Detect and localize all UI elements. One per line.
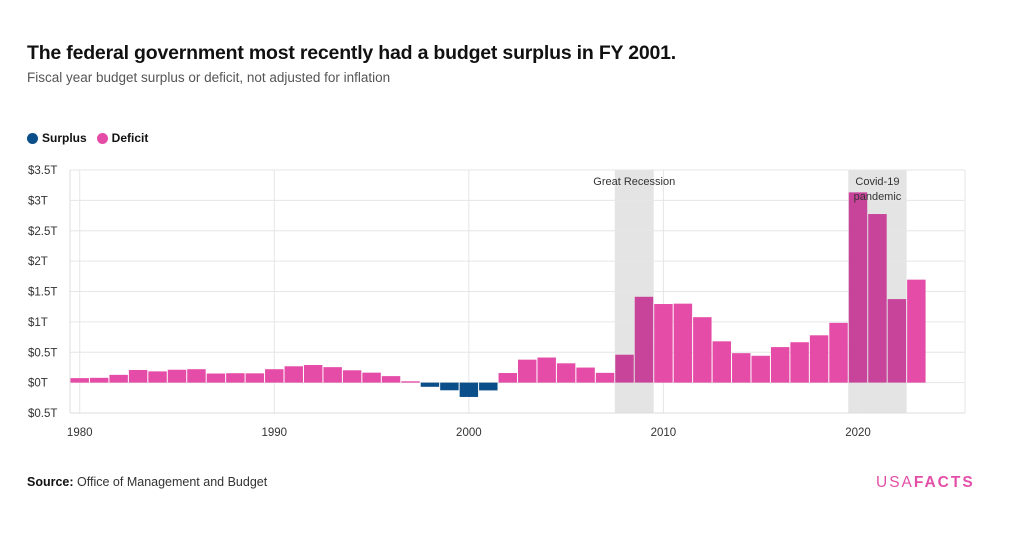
x-tick-label: 1990 xyxy=(261,427,287,439)
source-note: Source: Office of Management and Budget xyxy=(27,475,267,489)
deficit-bar-1991 xyxy=(284,366,303,383)
y-tick-label: $2.5T xyxy=(28,226,57,238)
annotation-great-recession: Great Recession xyxy=(593,176,675,188)
deficit-bar-2009 xyxy=(634,296,654,383)
deficit-bar-2015 xyxy=(751,355,770,383)
deficit-bar-1987 xyxy=(206,373,226,383)
deficit-bar-1993 xyxy=(323,367,342,383)
chart-legend: Surplus Deficit xyxy=(27,131,158,145)
deficit-bar-1989 xyxy=(245,373,265,383)
deficit-bar-2016 xyxy=(770,347,790,383)
deficit-bar-2012 xyxy=(693,317,712,383)
logo-usa: USA xyxy=(876,474,914,491)
y-tick-label: $2T xyxy=(28,256,48,268)
deficit-bar-1981 xyxy=(89,377,109,383)
deficit-bar-2008 xyxy=(615,354,634,383)
deficit-bar-2022 xyxy=(887,299,907,383)
deficit-bar-2007 xyxy=(595,372,615,383)
deficit-bar-1994 xyxy=(342,370,362,383)
legend-item-deficit: Deficit xyxy=(96,131,149,145)
source-text: Office of Management and Budget xyxy=(77,475,268,489)
legend-label-deficit: Deficit xyxy=(111,131,149,145)
x-tick-label: 1980 xyxy=(67,427,93,439)
y-tick-label: $0T xyxy=(28,378,48,390)
deficit-bar-1984 xyxy=(148,371,167,383)
deficit-bar-1985 xyxy=(167,369,187,383)
chart-subtitle: Fiscal year budget surplus or deficit, n… xyxy=(27,70,391,85)
deficit-bar-1988 xyxy=(226,373,245,383)
y-tick-label: $1.5T xyxy=(28,287,57,299)
legend-swatch-deficit xyxy=(96,132,108,144)
deficit-bar-1982 xyxy=(109,374,128,383)
x-tick-label: 2020 xyxy=(845,427,871,439)
deficit-bar-2020 xyxy=(848,192,868,383)
surplus-bar-1998 xyxy=(420,382,440,387)
chart-title: The federal government most recently had… xyxy=(27,42,677,64)
y-tick-label: $0.5T xyxy=(28,408,57,420)
deficit-bar-2003 xyxy=(518,359,537,383)
deficit-bar-1995 xyxy=(362,372,381,383)
deficit-bar-1990 xyxy=(265,369,284,383)
deficit-bar-2006 xyxy=(576,367,595,383)
logo-facts: FACTS xyxy=(913,474,975,491)
legend-swatch-surplus xyxy=(27,132,38,144)
deficit-bar-2002 xyxy=(498,373,517,383)
deficit-bar-2018 xyxy=(809,335,829,383)
deficit-bar-1980 xyxy=(70,378,89,383)
deficit-bar-2017 xyxy=(790,342,809,383)
usafacts-logo: USAFACTS xyxy=(876,474,975,492)
deficit-bar-2010 xyxy=(654,304,673,383)
deficit-bar-2014 xyxy=(732,353,751,383)
x-tick-label: 2000 xyxy=(456,427,482,439)
legend-item-surplus: Surplus xyxy=(27,131,87,145)
deficit-bar-2019 xyxy=(829,322,848,383)
deficit-bar-1992 xyxy=(303,365,323,383)
y-tick-label: $1T xyxy=(28,317,48,329)
deficit-bar-2013 xyxy=(712,341,732,383)
deficit-bar-2021 xyxy=(868,214,887,383)
surplus-bar-2000 xyxy=(459,382,479,397)
deficit-bar-2023 xyxy=(907,279,926,383)
deficit-bar-1983 xyxy=(128,369,148,383)
deficit-bar-2004 xyxy=(537,357,556,383)
surplus-bar-1999 xyxy=(440,382,459,391)
legend-label-surplus: Surplus xyxy=(42,131,87,145)
surplus-bar-2001 xyxy=(479,382,498,391)
y-tick-label: $3T xyxy=(28,195,48,207)
annotation-covid-line1: Covid-19 xyxy=(855,176,899,188)
deficit-bar-2005 xyxy=(556,363,576,383)
deficit-bar-1997 xyxy=(401,381,420,383)
annotation-covid-line2: pandemic xyxy=(854,191,902,203)
deficit-bar-1986 xyxy=(187,369,206,383)
y-tick-label: $3.5T xyxy=(28,165,57,177)
y-tick-label: $0.5T xyxy=(28,347,57,359)
deficit-bar-1996 xyxy=(381,376,401,383)
source-label: Source: xyxy=(27,475,74,489)
deficit-bar-2011 xyxy=(673,303,693,383)
x-tick-label: 2010 xyxy=(651,427,677,439)
